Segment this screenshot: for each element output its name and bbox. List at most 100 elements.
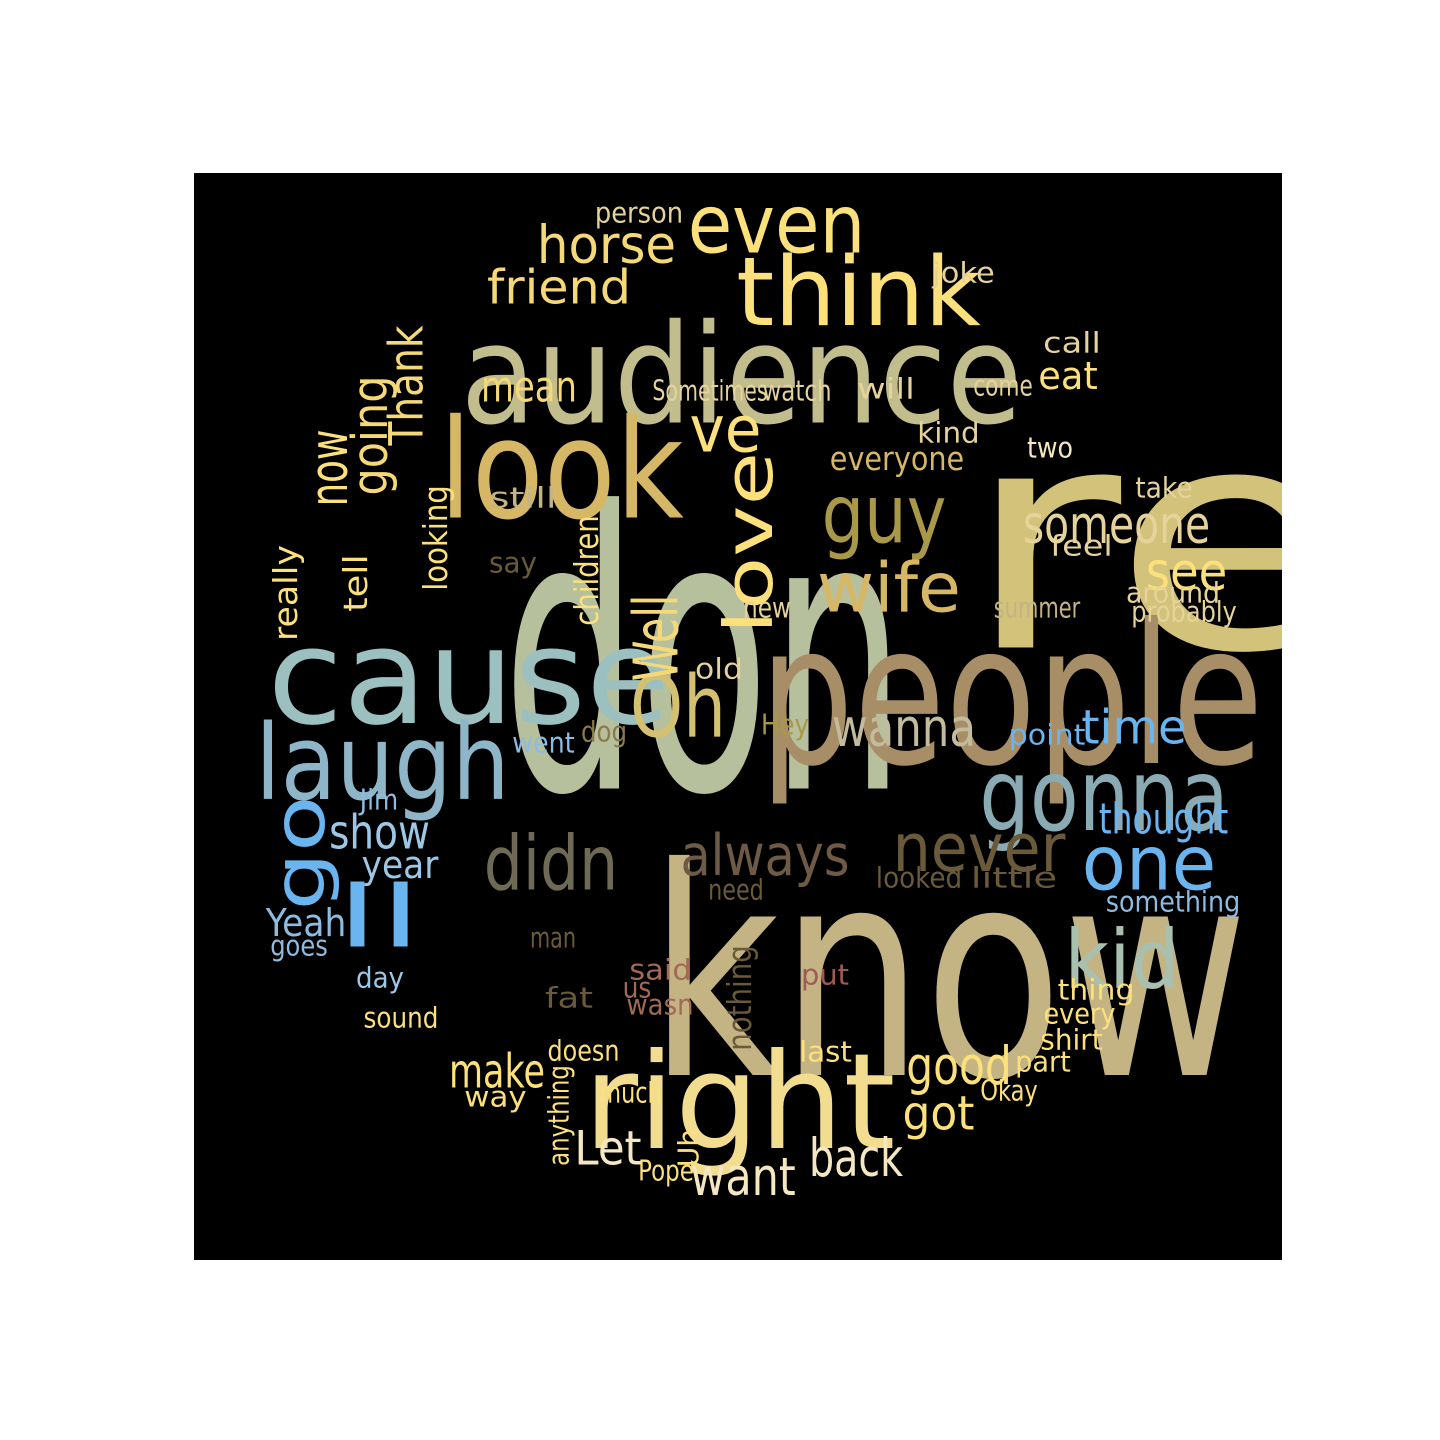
word-said: said bbox=[629, 954, 691, 987]
word-looking: looking bbox=[416, 485, 455, 591]
word-tell: tell bbox=[336, 554, 375, 612]
word-summer: summer bbox=[994, 592, 1081, 625]
word-part: part bbox=[1015, 1046, 1071, 1079]
word-feel: feel bbox=[1050, 530, 1112, 563]
word-looked: looked bbox=[876, 862, 962, 895]
word-let: Let bbox=[574, 1122, 641, 1177]
word-always: always bbox=[681, 823, 850, 889]
word-didn: didn bbox=[484, 819, 618, 908]
word-come: come bbox=[973, 370, 1033, 403]
word-going: going bbox=[341, 376, 399, 496]
word-someone: someone bbox=[1023, 495, 1210, 556]
word-re: re bbox=[964, 361, 1282, 721]
word-old: old bbox=[695, 653, 743, 686]
word-wasn: wasn bbox=[626, 989, 693, 1022]
word-kind: kind bbox=[917, 417, 979, 450]
word-want: want bbox=[690, 1147, 796, 1208]
word-friend: friend bbox=[487, 261, 631, 316]
word-something: something bbox=[1106, 886, 1240, 919]
word-dog: dog bbox=[581, 716, 627, 749]
word-now: now bbox=[299, 430, 360, 507]
word-mean: mean bbox=[481, 363, 577, 413]
word-still: still bbox=[489, 482, 556, 515]
word-around: around bbox=[1126, 577, 1220, 610]
word-laugh: laugh bbox=[255, 702, 509, 824]
word-way: way bbox=[464, 1081, 527, 1114]
word-cloud-panel: re know don people audience cause look right lau… bbox=[194, 173, 1282, 1260]
word-think: think bbox=[736, 238, 981, 348]
word-don: don bbox=[502, 432, 905, 880]
word-say: say bbox=[489, 547, 537, 580]
word-thought: thought bbox=[1099, 795, 1229, 845]
word-goes: goes bbox=[270, 930, 328, 963]
word-much: much bbox=[599, 1077, 661, 1110]
word-okay: Okay bbox=[980, 1075, 1038, 1108]
word-right: right bbox=[584, 1026, 896, 1180]
word-ve: ve bbox=[690, 393, 762, 468]
word-kid: kid bbox=[1064, 914, 1179, 1008]
word-sometimes: Sometimes bbox=[652, 375, 767, 408]
word-sound: sound bbox=[364, 1002, 439, 1035]
word-jim: Jim bbox=[358, 784, 398, 817]
word-shirt: shirt bbox=[1040, 1024, 1102, 1057]
word-oh: Oh bbox=[630, 659, 726, 758]
word-day: day bbox=[356, 962, 404, 995]
word-audience: audience bbox=[461, 296, 1023, 456]
word-go: go bbox=[258, 795, 341, 910]
word-probably: probably bbox=[1131, 596, 1237, 629]
word-man: man bbox=[530, 922, 576, 955]
word-call: call bbox=[1043, 327, 1101, 360]
word-guy: guy bbox=[822, 469, 947, 563]
word-joke: joke bbox=[931, 257, 994, 290]
word-good: good bbox=[906, 1036, 1012, 1097]
word-uh: Uh bbox=[673, 1129, 706, 1167]
word-fat: fat bbox=[545, 982, 593, 1015]
word-cause: cause bbox=[267, 601, 670, 755]
word-us: us bbox=[623, 972, 652, 1005]
word-doesn: doesn bbox=[548, 1035, 620, 1068]
word-even: even bbox=[688, 179, 866, 273]
word-ll: ll bbox=[336, 869, 422, 968]
word-got: got bbox=[903, 1087, 975, 1142]
word-hey: Hey bbox=[761, 709, 809, 742]
word-nothing: nothing bbox=[720, 945, 759, 1051]
word-put: put bbox=[801, 959, 849, 992]
word-love: love bbox=[710, 452, 788, 634]
word-need: need bbox=[708, 874, 764, 907]
word-thank: Thank bbox=[380, 325, 435, 446]
word-new: new bbox=[743, 592, 791, 625]
word-make: make bbox=[449, 1045, 545, 1100]
word-really: really bbox=[266, 545, 305, 641]
word-look: look bbox=[439, 391, 684, 551]
word-eat: eat bbox=[1038, 354, 1098, 398]
word-last: last bbox=[799, 1036, 852, 1069]
word-wife: wife bbox=[817, 550, 961, 629]
word-people: people bbox=[760, 582, 1264, 809]
word-wanna: wanna bbox=[832, 698, 976, 759]
word-never: never bbox=[893, 809, 1066, 887]
word-everyone: everyone bbox=[830, 439, 964, 478]
word-yeah: Yeah bbox=[265, 901, 347, 945]
word-two: two bbox=[1027, 432, 1073, 465]
word-show: show bbox=[329, 806, 430, 861]
word-went: went bbox=[512, 727, 574, 760]
word-will: will bbox=[857, 373, 915, 406]
word-anything: anything bbox=[543, 1065, 576, 1166]
word-back: back bbox=[809, 1128, 904, 1189]
word-point: point bbox=[1009, 719, 1086, 752]
word-little: little bbox=[971, 862, 1057, 895]
word-time: time bbox=[1081, 701, 1187, 756]
word-year: year bbox=[362, 843, 439, 887]
word-watch: watch bbox=[762, 375, 831, 408]
word-thing: thing bbox=[1058, 974, 1135, 1007]
word-person: person bbox=[595, 197, 683, 230]
word-see: see bbox=[1146, 542, 1228, 603]
word-gonna: gonna bbox=[979, 737, 1229, 854]
word-well: Well bbox=[621, 595, 693, 681]
word-one: one bbox=[1082, 819, 1216, 908]
word-know: know bbox=[649, 807, 1249, 1144]
word-pope: Pope bbox=[638, 1155, 694, 1188]
word-horse: horse bbox=[537, 215, 676, 276]
word-take: take bbox=[1135, 472, 1193, 505]
